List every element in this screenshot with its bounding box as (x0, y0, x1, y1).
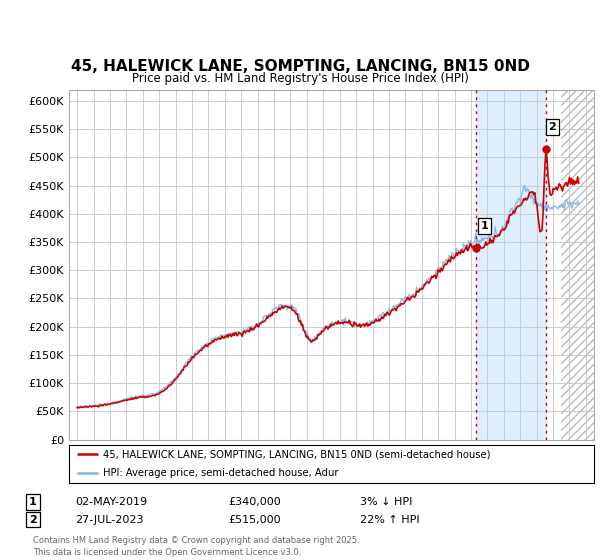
Text: Contains HM Land Registry data © Crown copyright and database right 2025.
This d: Contains HM Land Registry data © Crown c… (33, 536, 359, 557)
Text: £340,000: £340,000 (228, 497, 281, 507)
Text: 45, HALEWICK LANE, SOMPTING, LANCING, BN15 0ND (semi-detached house): 45, HALEWICK LANE, SOMPTING, LANCING, BN… (103, 449, 491, 459)
Bar (476, 90, 546, 440)
Text: 1: 1 (29, 497, 37, 507)
Text: 1: 1 (481, 221, 488, 231)
Bar (561, 90, 594, 440)
Bar (561, 90, 594, 440)
Text: HPI: Average price, semi-detached house, Adur: HPI: Average price, semi-detached house,… (103, 468, 338, 478)
Text: 45, HALEWICK LANE, SOMPTING, LANCING, BN15 0ND: 45, HALEWICK LANE, SOMPTING, LANCING, BN… (71, 59, 529, 74)
Text: 27-JUL-2023: 27-JUL-2023 (75, 515, 143, 525)
Text: £515,000: £515,000 (228, 515, 281, 525)
Text: Price paid vs. HM Land Registry's House Price Index (HPI): Price paid vs. HM Land Registry's House … (131, 72, 469, 85)
Text: 3% ↓ HPI: 3% ↓ HPI (360, 497, 412, 507)
Text: 2: 2 (548, 122, 556, 132)
Text: 2: 2 (29, 515, 37, 525)
Text: 22% ↑ HPI: 22% ↑ HPI (360, 515, 419, 525)
Text: 02-MAY-2019: 02-MAY-2019 (75, 497, 147, 507)
